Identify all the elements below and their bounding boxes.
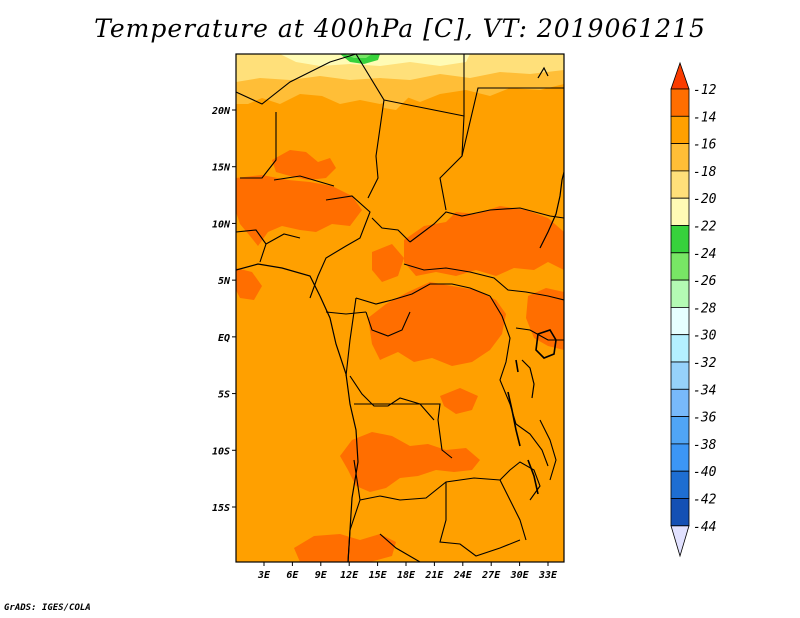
colorbar-segment: [670, 115, 690, 145]
colorbar-segment: [670, 443, 690, 472]
colorbar-label: -42: [693, 493, 717, 508]
warm-region-west-coast: [236, 268, 262, 300]
colorbar-segment: [670, 143, 690, 172]
colorbar-label: -26: [693, 274, 717, 289]
colorbar-label: -28: [693, 301, 717, 316]
warm-region-mali: [272, 150, 336, 180]
colorbar-lower-triangle: [670, 525, 690, 558]
colorbar-segment: [670, 279, 690, 308]
lon-tick-label: 33E: [538, 570, 558, 581]
cold-cell-green: [340, 54, 380, 64]
colorbar-segment: [670, 388, 690, 417]
colorbar-segment: [670, 334, 690, 363]
colorbar-segment: [670, 225, 690, 254]
map-plot-area: [236, 54, 564, 562]
colorbar-label: -32: [693, 356, 717, 371]
colorbar-segment: [670, 252, 690, 281]
lake-victoria: [535, 329, 557, 359]
colorbar-label: -24: [693, 247, 716, 262]
colorbar-label: -40: [693, 465, 717, 480]
colorbar-label: -18: [693, 165, 717, 180]
colorbar-label: -14: [693, 110, 716, 125]
colorbar-label: -38: [693, 438, 717, 453]
colorbar-label: -22: [693, 220, 717, 235]
lake-kivu: [515, 359, 519, 373]
lon-tick-label: 12E: [340, 570, 359, 581]
map-frame: [235, 53, 565, 563]
colorbar-segment: [670, 470, 690, 499]
colorbar-segment: [670, 88, 690, 117]
colorbar-segment: [670, 361, 690, 390]
longitude-axis: 3E 6E 9E 12E 15E 18E 21E 24E 27E 30E 33E: [257, 562, 558, 581]
colorbar-segment: [670, 416, 690, 445]
lon-tick-label: 18E: [397, 570, 416, 581]
lat-tick-label: 20N: [211, 106, 231, 117]
lake-tanganyika: [507, 391, 521, 447]
colorbar-segment: [670, 170, 690, 199]
lon-tick-label: 15E: [369, 570, 388, 581]
colorbar-label: -20: [693, 192, 717, 207]
map-title: Temperature at 400hPa [C], VT: 201906121…: [94, 14, 706, 43]
colorbar-segment: [670, 306, 690, 336]
warm-region-west-sahel: [236, 175, 362, 246]
lake-malawi: [527, 459, 539, 495]
colorbar-label: -36: [693, 411, 717, 426]
coastline: [236, 66, 564, 562]
lakes: [507, 329, 557, 495]
latitude-axis: 20N 15N 10N 5N EQ 5S 10S 15S: [211, 106, 236, 514]
warm-region-central-african: [404, 206, 564, 276]
colorbar-label: -16: [693, 138, 717, 153]
lon-tick-label: 3E: [257, 570, 271, 581]
lat-tick-label: EQ: [218, 333, 230, 344]
lat-tick-label: 15S: [212, 503, 230, 514]
colorbar-label: -34: [693, 383, 716, 398]
colorbar-segment: [670, 197, 690, 226]
lat-tick-label: 10S: [212, 446, 230, 457]
warm-region-south: [294, 534, 396, 562]
colorbar-label: -30: [693, 329, 717, 344]
colorbar-segment: [670, 498, 690, 527]
lon-tick-label: 24E: [453, 570, 473, 581]
colorbar-label: -44: [693, 520, 716, 535]
colorbar-upper-triangle: [670, 61, 690, 90]
warm-region-nigeria: [372, 244, 404, 282]
lon-tick-label: 9E: [315, 570, 328, 581]
lon-tick-label: 30E: [510, 570, 530, 581]
lat-tick-label: 5N: [218, 276, 231, 287]
colorbar: -12 -14 -16 -18 -20 -22 -24 -26 -28 -30 -32 -34 -36 -…: [670, 61, 717, 558]
lon-tick-label: 6E: [286, 570, 299, 581]
warm-region-south-central: [440, 388, 478, 414]
warm-contours: [236, 150, 564, 562]
grads-credit: GrADS: IGES/COLA: [4, 603, 91, 613]
warm-region-congo: [368, 282, 506, 366]
lat-tick-label: 15N: [212, 163, 231, 174]
lat-tick-label: 10N: [212, 219, 231, 230]
lat-tick-label: 5S: [218, 390, 230, 401]
warm-region-angola: [340, 432, 480, 492]
warm-region-east: [526, 288, 564, 350]
colorbar-label: -12: [693, 83, 717, 98]
lon-tick-label: 21E: [424, 570, 444, 581]
lon-tick-label: 27E: [481, 570, 501, 581]
